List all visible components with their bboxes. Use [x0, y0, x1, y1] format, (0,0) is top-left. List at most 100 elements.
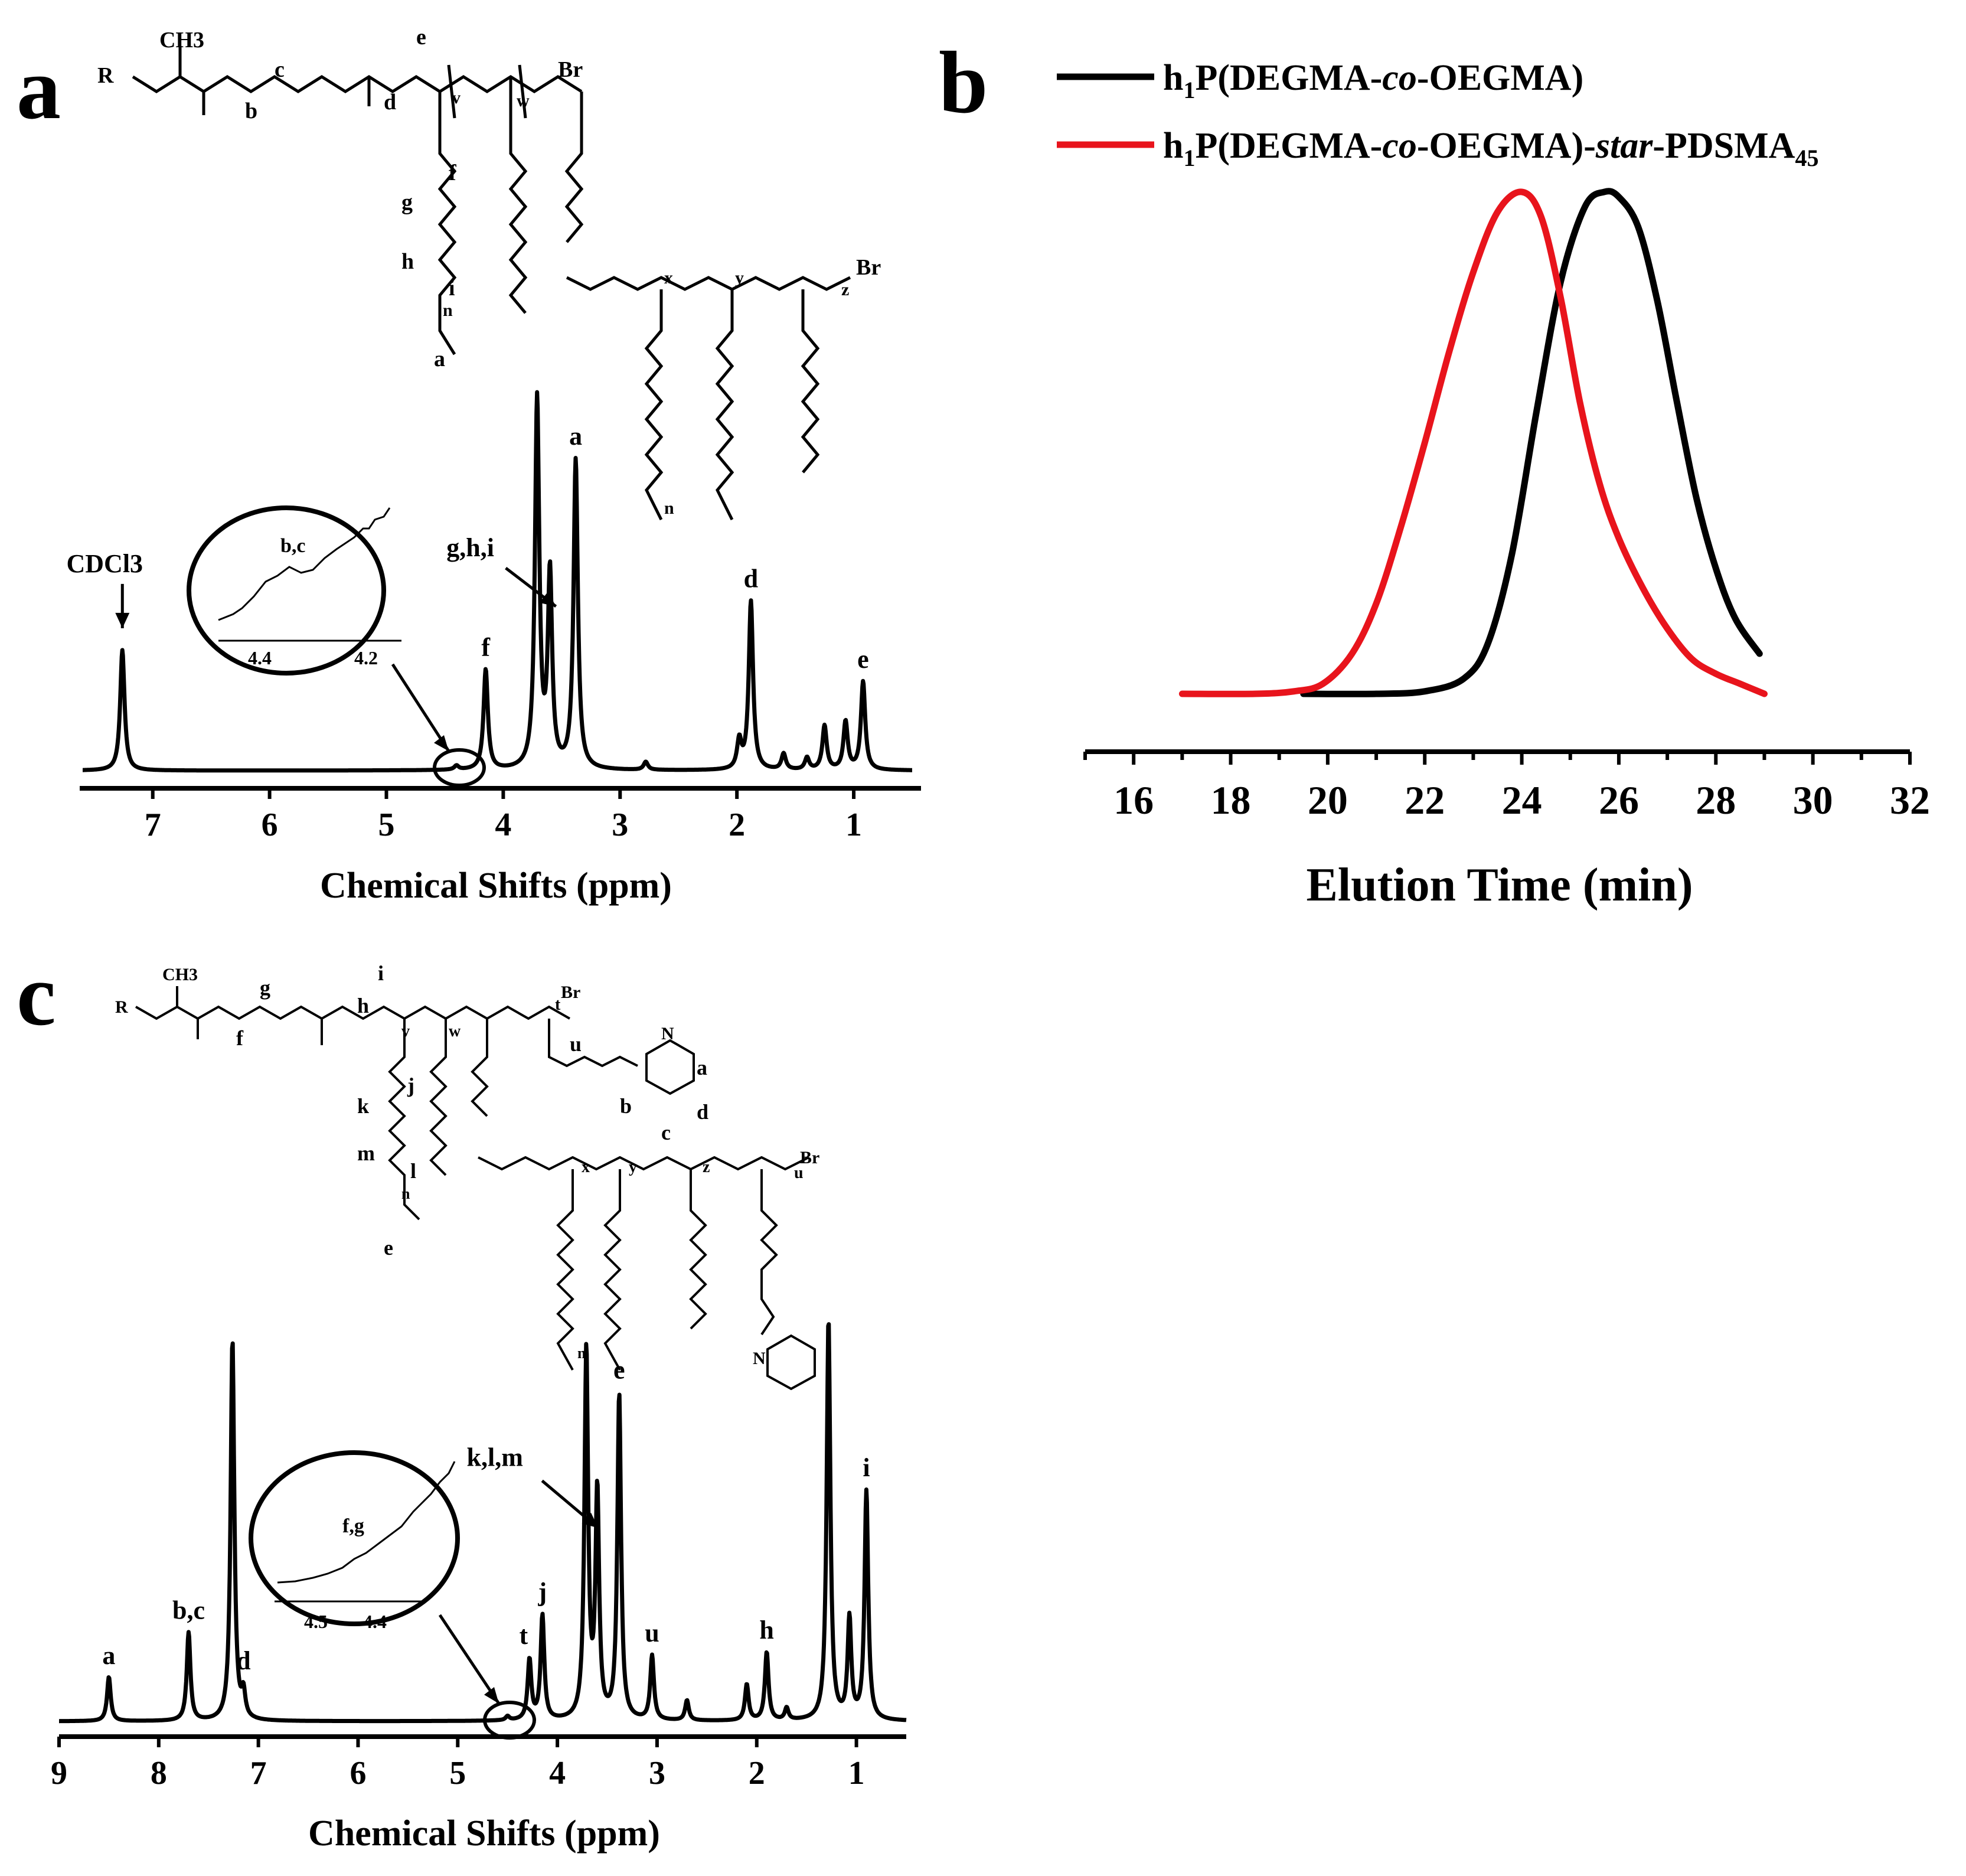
struct-label: c — [275, 57, 285, 82]
x-tick-label: 2 — [749, 1755, 765, 1792]
struct-label: a — [697, 1056, 707, 1079]
struct-label: z — [703, 1158, 710, 1176]
struct-label: w — [449, 1022, 461, 1040]
struct-label: Br — [856, 255, 881, 280]
struct-label: e — [416, 25, 426, 50]
peak-label: e — [857, 645, 869, 674]
peak-label: b,c — [172, 1596, 205, 1625]
panel-b-ticks: 16 18 20 22 24 26 28 30 32 — [1083, 752, 1930, 823]
struct-label: a — [434, 347, 445, 371]
struct-label: j — [407, 1074, 414, 1097]
struct-label: e — [384, 1236, 393, 1260]
struct-label: g — [401, 190, 413, 215]
panel-a-zoom-ellipse — [433, 748, 486, 787]
peak-label: a — [569, 422, 582, 451]
peak-label: d — [744, 564, 758, 593]
panel-a-structure — [132, 47, 851, 521]
peak-arrowhead — [582, 1512, 599, 1528]
struct-label: Br — [558, 57, 583, 82]
peak-label: u — [645, 1619, 659, 1647]
struct-label: w — [517, 91, 530, 110]
struct-label: b — [620, 1094, 632, 1118]
panel-c: c R CH3 g f h i v w t — [17, 946, 908, 1854]
x-tick-label: 20 — [1308, 778, 1348, 823]
legend-label-red: h1P(DEGMA-co-OEGMA)-star-PDSMA45 — [1163, 126, 1818, 171]
struct-label: b — [245, 99, 257, 123]
panel-c-inset-ellipse — [249, 1450, 460, 1626]
struct-label: u — [570, 1032, 582, 1056]
panel-c-xlabel: Chemical Shifts (ppm) — [308, 1813, 660, 1854]
panel-a-xlabel: Chemical Shifts (ppm) — [320, 866, 672, 906]
panel-b-legend: h1P(DEGMA-co-OEGMA) h1P(DEGMA-co-OEGMA)-… — [1057, 58, 1818, 171]
struct-label: f — [236, 1026, 244, 1050]
struct-label: CH3 — [162, 965, 198, 984]
peak-arrowhead — [115, 612, 130, 628]
panel-c-zoom-arrowhead — [484, 1687, 499, 1704]
panel-b-letter: b — [939, 34, 988, 132]
struct-label: i — [378, 961, 384, 985]
x-tick-label: 5 — [449, 1755, 466, 1792]
panel-c-inset-label: f,g — [342, 1515, 364, 1537]
panel-c-inset-trace — [277, 1461, 456, 1584]
struct-label: y — [629, 1158, 637, 1176]
peak-arrowhead — [539, 591, 556, 607]
x-tick-label: 3 — [612, 807, 628, 843]
panel-c-structure — [135, 986, 816, 1391]
struct-label: R — [115, 997, 128, 1017]
panel-c-letter: c — [17, 946, 56, 1044]
panel-a-inset: b,c 4.4 4.2 — [187, 505, 486, 787]
struct-label: f — [449, 161, 457, 185]
struct-label: c — [661, 1121, 671, 1144]
peak-label: e — [613, 1356, 625, 1385]
panel-a: a R CH3 b c d e v w — [17, 25, 921, 906]
panel-a-peak-labels: CDCl3 f g,h,i a d e — [67, 422, 869, 674]
x-tick-label: 2 — [729, 807, 745, 843]
struct-label: n — [664, 498, 674, 518]
x-tick-label: 1 — [845, 807, 862, 843]
peak-label: h — [759, 1616, 773, 1645]
x-tick-label: 32 — [1890, 778, 1930, 823]
x-tick-label: 6 — [262, 807, 278, 843]
x-tick-label: 24 — [1502, 778, 1542, 823]
panel-a-ticks: 7 6 5 4 3 2 1 — [145, 788, 862, 843]
struct-label: h — [357, 994, 369, 1017]
struct-label: g — [260, 976, 270, 1000]
peak-label: t — [520, 1621, 528, 1650]
peak-label: f — [481, 632, 491, 661]
x-tick-label: 26 — [1599, 778, 1639, 823]
x-tick-label: 4 — [549, 1755, 566, 1792]
panel-c-ticks: 9 8 7 6 5 4 3 2 1 — [51, 1737, 865, 1792]
panel-a-structure-labels: R CH3 b c d e v w Br f g h i n a x y z B… — [97, 25, 881, 518]
x-tick-label: 5 — [378, 807, 395, 843]
struct-label: k — [357, 1094, 369, 1118]
panel-c-inset-tick: 4.4 — [363, 1611, 387, 1632]
panel-c-zoom-leader — [438, 1614, 501, 1705]
struct-label: CH3 — [159, 28, 204, 53]
x-tick-label: 7 — [145, 807, 161, 843]
struct-label: u — [794, 1164, 804, 1182]
x-tick-label: 3 — [649, 1755, 665, 1792]
struct-label: y — [735, 268, 744, 288]
panel-a-inset-tick: 4.4 — [248, 647, 272, 668]
peak-label: k,l,m — [467, 1443, 523, 1472]
panel-c-inset-tick: 4.5 — [304, 1611, 328, 1632]
struct-label: d — [697, 1100, 708, 1124]
peak-label: i — [863, 1453, 870, 1482]
x-tick-label: 9 — [51, 1755, 67, 1792]
struct-label: m — [357, 1141, 375, 1165]
x-tick-label: 6 — [350, 1755, 366, 1792]
struct-label: v — [401, 1022, 410, 1040]
struct-label: N — [661, 1024, 674, 1043]
panel-c-zoom-ellipse — [483, 1701, 536, 1740]
series-line-h1P-DEGMA-co-OEGMA — [1300, 188, 1763, 697]
panel-a-zoom-arrowhead — [434, 735, 449, 751]
struct-label: x — [582, 1158, 590, 1176]
struct-label: z — [841, 280, 849, 299]
panel-a-letter: a — [17, 40, 61, 138]
x-tick-label: 28 — [1696, 778, 1736, 823]
panel-a-zoom-leader — [391, 663, 450, 752]
x-tick-label: 22 — [1405, 778, 1445, 823]
x-tick-label: 1 — [848, 1755, 865, 1792]
struct-label: i — [449, 276, 455, 301]
